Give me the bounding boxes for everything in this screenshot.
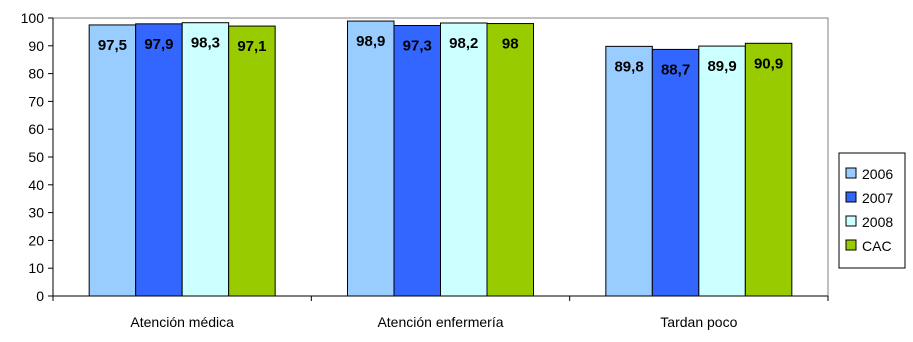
- data-label: 97,1: [237, 38, 266, 55]
- bar: [698, 45, 746, 297]
- y-tick-label: 40: [28, 177, 44, 193]
- y-tick-label: 10: [28, 260, 44, 276]
- chart-legend: 2006 2007 2008 CAC: [838, 152, 906, 269]
- chart-bars: [88, 20, 793, 297]
- y-tick-label: 60: [28, 121, 44, 137]
- bar: [440, 22, 488, 297]
- x-category-label: Tardan poco: [660, 314, 737, 330]
- legend-label: 2007: [862, 190, 893, 206]
- data-label: 98,3: [191, 35, 220, 52]
- x-category-label: Atención médica: [130, 314, 234, 330]
- y-tick-label: 100: [21, 10, 45, 26]
- data-label: 98,2: [449, 35, 478, 52]
- bar: [347, 20, 395, 297]
- bar: [651, 48, 700, 297]
- bar: [181, 22, 230, 297]
- legend-swatch: [845, 167, 857, 179]
- data-label: 89,8: [614, 58, 643, 75]
- bar: [486, 23, 534, 297]
- data-label: 97,5: [98, 37, 127, 54]
- data-label: 90,9: [754, 55, 783, 72]
- bar: [744, 42, 793, 297]
- y-tick-label: 80: [28, 66, 44, 82]
- legend-label: CAC: [862, 238, 892, 254]
- data-label: 97,9: [144, 36, 173, 53]
- data-label: 88,7: [661, 61, 690, 78]
- y-tick-label: 50: [28, 149, 44, 165]
- bar: [135, 23, 183, 297]
- y-tick-label: 70: [28, 93, 44, 109]
- bar: [228, 25, 276, 297]
- bar: [605, 45, 653, 297]
- legend-swatch: [845, 239, 857, 251]
- chart-data-labels: 97,5 98,9 89,8 97,9 97,3 88,7 98,3 98,2 89,9 97,1…: [98, 33, 783, 78]
- bar: [88, 24, 137, 297]
- legend-swatch: [845, 215, 857, 227]
- y-tick-label: 90: [28, 38, 44, 54]
- data-label: 98: [502, 36, 519, 53]
- y-tick-label: 30: [28, 205, 44, 221]
- bar: [393, 25, 441, 297]
- y-tick-label: 20: [28, 232, 44, 248]
- data-label: 97,3: [403, 38, 432, 55]
- y-tick-label: 0: [36, 288, 44, 304]
- x-category-label: Atención enfermería: [377, 314, 503, 330]
- legend-label: 2006: [862, 166, 893, 182]
- legend-label: 2008: [862, 214, 893, 230]
- data-label: 89,9: [707, 58, 736, 75]
- legend-swatch: [845, 191, 857, 203]
- data-label: 98,9: [356, 33, 385, 50]
